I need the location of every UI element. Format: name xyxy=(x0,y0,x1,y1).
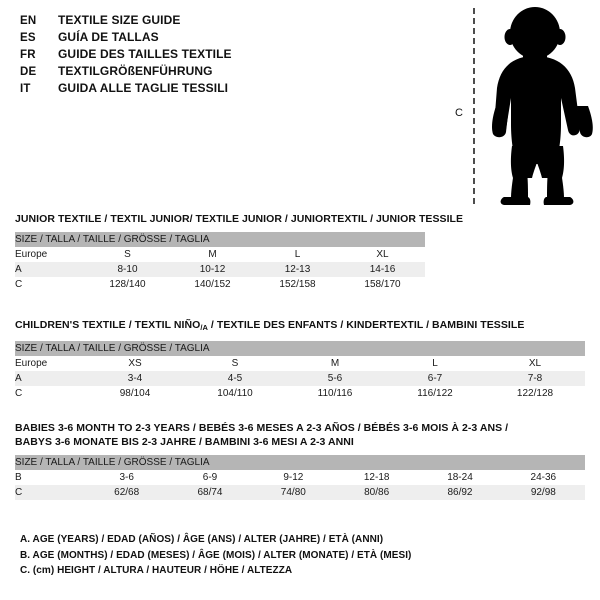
language-row: EN TEXTILE SIZE GUIDE xyxy=(20,13,440,30)
table-band-header: SIZE / TALLA / TAILLE / GRÖSSE / TAGLIA xyxy=(15,455,586,470)
section-title-children-post: / TEXTILE DES ENFANTS / KINDERTEXTIL / B… xyxy=(207,319,525,331)
babies-size-table: SIZE / TALLA / TAILLE / GRÖSSE / TAGLIA B… xyxy=(15,455,586,500)
table-row: C 98/104 104/110 110/116 116/122 122/128 xyxy=(15,386,585,401)
measurement-figure: C xyxy=(444,6,594,206)
section-title-children-pre: CHILDREN'S TEXTILE / TEXTIL NIÑO xyxy=(15,319,201,331)
table-cell: 80/86 xyxy=(334,485,419,500)
table-row: Europe XS S M L XL xyxy=(15,356,585,371)
row-label: A xyxy=(15,262,85,277)
row-label: Europe xyxy=(15,247,85,262)
section-children-textile: CHILDREN'S TEXTILE / TEXTIL NIÑO/A / TEX… xyxy=(15,318,585,401)
section-babies-textile: BABIES 3-6 MONTH TO 2-3 YEARS / BEBÉS 3-… xyxy=(15,421,586,500)
language-code: DE xyxy=(20,66,37,78)
language-row: IT GUIDA ALLE TAGLIE TESSILI xyxy=(20,81,440,98)
table-cell: 5-6 xyxy=(285,371,385,386)
table-cell: 116/122 xyxy=(385,386,485,401)
row-label: B xyxy=(15,470,85,485)
table-row: A 3-4 4-5 5-6 6-7 7-8 xyxy=(15,371,585,386)
language-title: TEXTILGRÖßENFÜHRUNG xyxy=(58,64,213,78)
language-title: GUIDE DES TAILLES TEXTILE xyxy=(58,47,232,61)
band-header-label: SIZE / TALLA / TAILLE / GRÖSSE / TAGLIA xyxy=(15,455,586,470)
table-row: A 8-10 10-12 12-13 14-16 xyxy=(15,262,425,277)
table-row: C 128/140 140/152 152/158 158/170 xyxy=(15,277,425,292)
row-label: C xyxy=(15,386,85,401)
table-row: B 3-6 6-9 9-12 12-18 18-24 24-36 xyxy=(15,470,586,485)
section-title-babies-line2: BABYS 3-6 MONATE BIS 2-3 JAHRE / BAMBINI… xyxy=(15,436,354,448)
table-cell: XS xyxy=(85,356,185,371)
language-title: TEXTILE SIZE GUIDE xyxy=(58,13,181,27)
legend-row: A. AGE (YEARS) / EDAD (AÑOS) / ÂGE (ANS)… xyxy=(20,534,384,545)
table-band-header: SIZE / TALLA / TAILLE / GRÖSSE / TAGLIA xyxy=(15,341,585,356)
language-title: GUIDA ALLE TAGLIE TESSILI xyxy=(58,81,229,95)
table-band-header: SIZE / TALLA / TAILLE / GRÖSSE / TAGLIA xyxy=(15,232,425,247)
measure-label-c: C xyxy=(455,107,463,119)
language-row: DE TEXTILGRÖßENFÜHRUNG xyxy=(20,64,440,81)
table-row: Europe S M L XL xyxy=(15,247,425,262)
table-cell: XL xyxy=(485,356,585,371)
table-row: C 62/68 68/74 74/80 80/86 86/92 92/98 xyxy=(15,485,586,500)
language-code: EN xyxy=(20,15,37,27)
section-title-babies-line1: BABIES 3-6 MONTH TO 2-3 YEARS / BEBÉS 3-… xyxy=(15,422,509,434)
table-cell: 98/104 xyxy=(85,386,185,401)
table-cell: 9-12 xyxy=(251,470,335,485)
band-header-label: SIZE / TALLA / TAILLE / GRÖSSE / TAGLIA xyxy=(15,341,585,356)
child-silhouette-icon xyxy=(492,7,593,205)
table-cell: 74/80 xyxy=(251,485,335,500)
table-cell: 14-16 xyxy=(340,262,425,277)
language-code: FR xyxy=(20,49,36,61)
table-cell: S xyxy=(185,356,285,371)
row-label: C xyxy=(15,277,85,292)
table-cell: 10-12 xyxy=(170,262,255,277)
table-cell: 122/128 xyxy=(485,386,585,401)
legend-row: C. (cm) HEIGHT / ALTURA / HAUTEUR / HÖHE… xyxy=(20,565,293,576)
junior-size-table: SIZE / TALLA / TAILLE / GRÖSSE / TAGLIA E… xyxy=(15,232,425,292)
row-label: C xyxy=(15,485,85,500)
section-title-junior: JUNIOR TEXTILE / TEXTIL JUNIOR/ TEXTILE … xyxy=(15,213,464,225)
language-row: ES GUÍA DE TALLAS xyxy=(20,30,440,47)
language-code: IT xyxy=(20,83,31,95)
table-cell: 7-8 xyxy=(485,371,585,386)
section-title-children-sub: /A xyxy=(200,323,208,332)
table-cell: S xyxy=(85,247,170,262)
table-cell: 6-7 xyxy=(385,371,485,386)
table-cell: 110/116 xyxy=(285,386,385,401)
table-cell: 3-6 xyxy=(85,470,169,485)
table-cell: L xyxy=(255,247,340,262)
table-cell: 128/140 xyxy=(85,277,170,292)
table-cell: 140/152 xyxy=(170,277,255,292)
table-cell: 24-36 xyxy=(501,470,586,485)
legend-row: B. AGE (MONTHS) / EDAD (MESES) / ÂGE (MO… xyxy=(20,549,412,561)
children-size-table: SIZE / TALLA / TAILLE / GRÖSSE / TAGLIA E… xyxy=(15,341,585,401)
height-dashed-line-icon xyxy=(473,8,475,204)
table-cell: XL xyxy=(340,247,425,262)
table-cell: 3-4 xyxy=(85,371,185,386)
table-cell: 86/92 xyxy=(418,485,502,500)
section-title-children: CHILDREN'S TEXTILE / TEXTIL NIÑO/A / TEX… xyxy=(15,318,585,335)
table-cell: 62/68 xyxy=(85,485,169,500)
table-cell: 18-24 xyxy=(418,470,502,485)
table-cell: 104/110 xyxy=(185,386,285,401)
row-label: Europe xyxy=(15,356,85,371)
table-cell: 12-13 xyxy=(255,262,340,277)
table-cell: 152/158 xyxy=(255,277,340,292)
table-cell: M xyxy=(285,356,385,371)
language-title: GUÍA DE TALLAS xyxy=(58,30,159,44)
table-cell: M xyxy=(170,247,255,262)
table-cell: 8-10 xyxy=(85,262,170,277)
language-title-block: EN TEXTILE SIZE GUIDE ES GUÍA DE TALLAS FR GU… xyxy=(20,13,440,98)
band-header-label: SIZE / TALLA / TAILLE / GRÖSSE / TAGLIA xyxy=(15,232,425,247)
language-code: ES xyxy=(20,32,36,44)
table-cell: 92/98 xyxy=(501,485,586,500)
row-label: A xyxy=(15,371,85,386)
table-cell: L xyxy=(385,356,485,371)
legend-block: A. AGE (YEARS) / EDAD (AÑOS) / ÂGE (ANS)… xyxy=(20,532,540,579)
table-cell: 6-9 xyxy=(168,470,252,485)
table-cell: 12-18 xyxy=(334,470,419,485)
language-row: FR GUIDE DES TAILLES TEXTILE xyxy=(20,47,440,64)
table-cell: 158/170 xyxy=(340,277,425,292)
table-cell: 68/74 xyxy=(168,485,252,500)
section-junior-textile: JUNIOR TEXTILE / TEXTIL JUNIOR/ TEXTILE … xyxy=(15,212,463,292)
table-cell: 4-5 xyxy=(185,371,285,386)
